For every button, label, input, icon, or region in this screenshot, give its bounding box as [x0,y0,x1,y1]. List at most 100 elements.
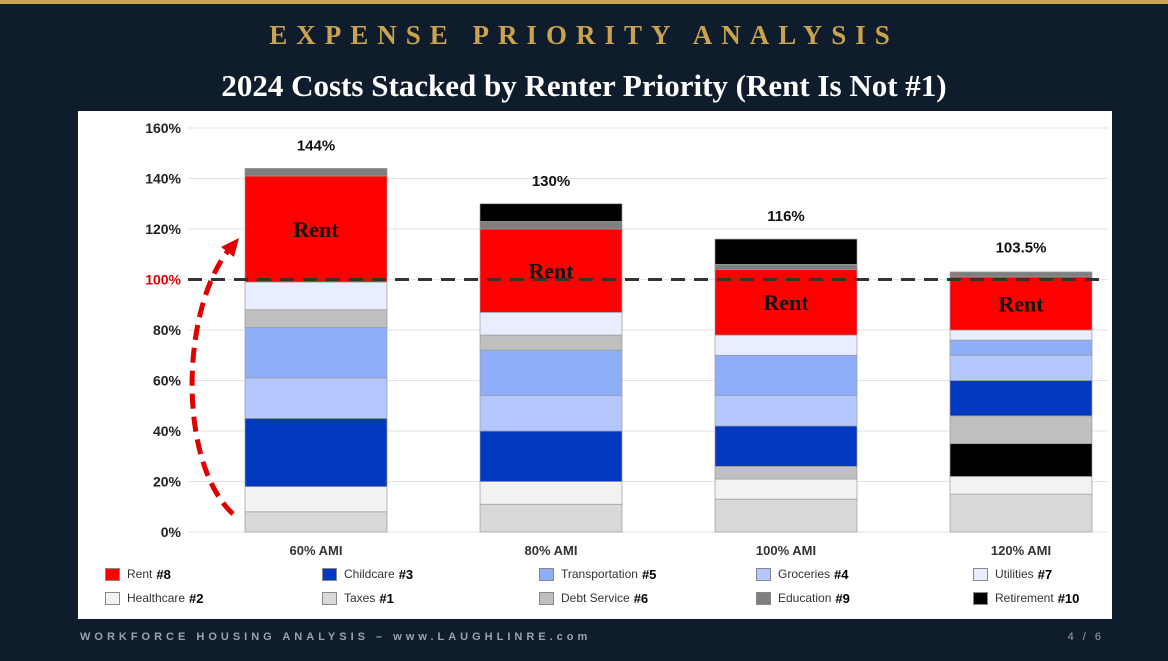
bar-segment-utilities [479,311,623,336]
legend-swatch [322,591,337,605]
legend-rank: #5 [641,566,657,582]
legend-rank: #4 [834,566,849,582]
bar-segment-education [949,271,1093,278]
bar-segment-education [244,168,388,177]
bar-total-label: 103.5% [996,240,1047,257]
bar-segment-healthcare [714,478,858,500]
bar-segment-healthcare [949,476,1093,495]
bar-segment-groceries [714,395,858,427]
legend-item: Groceries #4 [756,564,848,584]
legend-rank: #1 [379,590,394,606]
stacked-bar-chart: 0% 20% 40% 60% 80% 100% 120% 140% 160% Rent 144% 60… [145,120,1108,558]
x-tick-label: 80% AMI [525,543,578,558]
bar-segment-healthcare [244,486,388,513]
legend-item: Childcare #3 [322,564,413,584]
bar-total-label: 130% [532,173,570,190]
x-tick-label: 60% AMI [290,543,343,558]
bar-total-label: 144% [297,137,335,154]
legend-rank: #3 [398,566,414,582]
y-tick-label: 0% [161,524,182,540]
y-tick-label: 120% [145,221,181,237]
bar-segment-transportation [479,349,623,396]
legend-swatch [539,591,554,605]
legend-item: Retirement #10 [973,588,1079,608]
trend-arrow [189,243,235,516]
legend-item: Healthcare #2 [105,588,204,608]
bar-segment-transportation [714,354,858,397]
legend-swatch [105,567,120,581]
bar-segment-rent [244,175,388,283]
bar-segment-debt-service [714,466,858,480]
legend-swatch [756,567,771,581]
arrow-head-icon [221,238,239,257]
legend-label: Debt Service [561,591,630,605]
legend-rank: #10 [1057,590,1080,606]
legend-rank: #6 [633,590,649,606]
top-accent-rule [0,0,1168,4]
y-tick-label: 40% [153,423,182,439]
legend-label: Utilities [995,567,1034,581]
legend-label: Retirement [995,591,1054,605]
bar-segment-childcare [714,425,858,467]
x-tick-label: 100% AMI [756,543,816,558]
bar-segment-childcare [479,430,623,482]
legend-swatch [105,591,120,605]
bar-segment-transportation [244,327,388,379]
bar-segment-utilities [949,329,1093,341]
legend-item: Utilities #7 [973,564,1052,584]
legend-item: Transportation #5 [539,564,656,584]
legend-label: Transportation [561,567,638,581]
bar-segment-groceries [479,395,623,432]
x-tick-label: 120% AMI [991,543,1051,558]
bar-segment-retirement [479,203,623,222]
bar-segment-rent [479,228,623,313]
y-tick-label: 100% [145,272,181,288]
bar-segment-utilities [714,334,858,356]
page-number: 4 / 6 [1067,631,1104,643]
bar-segment-taxes [714,498,858,533]
bar-segment-taxes [949,493,1093,533]
legend-item: Debt Service #6 [539,588,648,608]
legend-label: Groceries [778,567,831,581]
bar-segment-groceries [949,354,1093,381]
chart-panel: 0% 20% 40% 60% 80% 100% 120% 140% 160% Rent 144% 60… [78,111,1112,619]
y-tick-label: 160% [145,120,181,136]
bar-segment-transportation [949,339,1093,356]
y-tick-label: 60% [153,373,182,389]
bar-segment-childcare [244,418,388,487]
legend-item: Rent #8 [105,564,171,584]
legend-rank: #9 [835,590,850,606]
bar-segment-retirement [949,443,1093,477]
legend-label: Healthcare [127,591,186,605]
y-tick-label: 80% [153,322,182,338]
bar-segment-utilities [244,281,388,311]
y-tick-label: 20% [153,474,182,490]
chart-legend: Rent #8 Childcare #3 Transportation #5 Groceri… [78,564,1112,614]
legend-swatch [756,591,771,605]
legend-rank: #8 [156,566,171,582]
legend-label: Education [778,591,832,605]
legend-swatch [322,567,337,581]
legend-item: Education #9 [756,588,850,608]
rent-bar-label: Rent [998,291,1044,316]
legend-swatch [539,567,554,581]
legend-label: Childcare [344,567,395,581]
section-eyebrow: EXPENSE PRIORITY ANALYSIS [269,20,899,50]
legend-swatch [973,567,988,581]
bar-segment-debt-service [949,415,1093,444]
rent-bar-label: Rent [293,217,339,242]
y-tick-label: 140% [145,171,181,187]
bar-segment-education [714,264,858,270]
bar-segment-debt-service [479,334,623,351]
bar-segment-education [479,221,623,230]
bar-segment-childcare [949,380,1093,417]
legend-rank: #2 [189,590,204,606]
legend-label: Rent [127,567,153,581]
bar-segment-healthcare [479,481,623,505]
page-title: 2024 Costs Stacked by Renter Priority (R… [221,68,947,103]
bar-segment-taxes [479,503,623,533]
legend-swatch [973,591,988,605]
bar-segment-groceries [244,377,388,419]
bar-total-label: 116% [767,208,805,225]
bar-segment-retirement [714,238,858,265]
